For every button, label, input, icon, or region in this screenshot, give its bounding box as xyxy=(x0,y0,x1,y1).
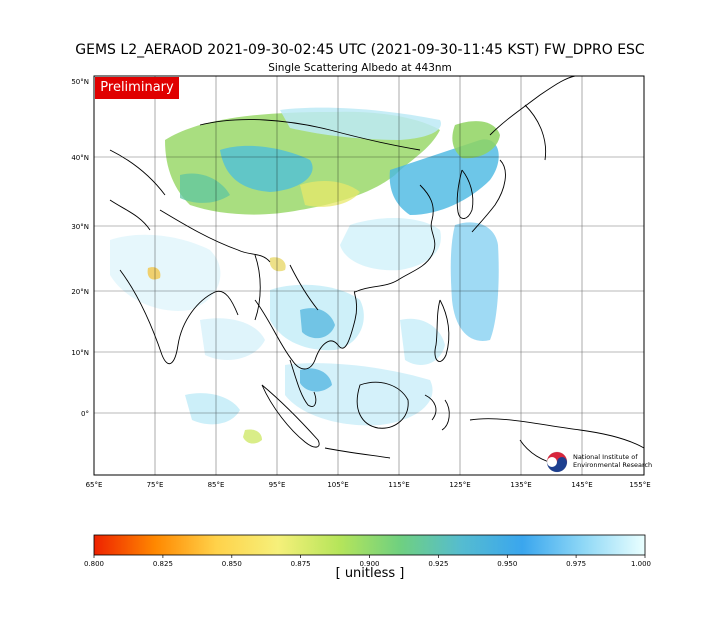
graticule xyxy=(94,76,644,475)
colorbar xyxy=(93,534,646,556)
map-frame xyxy=(93,75,645,476)
colorbar-tick-label: 0.850 xyxy=(222,560,242,568)
lat-tick-label: 20°N xyxy=(71,288,89,296)
lon-tick-label: 95°E xyxy=(269,481,286,489)
coast-china-east xyxy=(354,184,436,293)
lon-tick-label: 125°E xyxy=(449,481,470,489)
lat-axis: 50°N 40°N 30°N 20°N 10°N 0° xyxy=(71,78,89,418)
ssa-field xyxy=(110,107,500,444)
colorbar-tick-label: 0.950 xyxy=(497,560,517,568)
ssa-region-burma-yellow xyxy=(269,257,286,272)
lon-tick-label: 105°E xyxy=(327,481,348,489)
ssa-region-korea-green xyxy=(452,121,500,159)
ssa-region-pacific xyxy=(450,222,499,341)
lon-tick-label: 135°E xyxy=(510,481,531,489)
coast-indochina xyxy=(254,291,358,370)
lon-tick-label: 115°E xyxy=(388,481,409,489)
coast-borneo xyxy=(356,381,409,429)
colorbar-tick-label: 0.800 xyxy=(84,560,104,568)
lat-tick-label: 10°N xyxy=(71,349,89,357)
border-mongolia xyxy=(199,119,421,151)
ssa-region-north-cyan xyxy=(280,107,441,140)
nier-logo-text: National Institute of Environmental Rese… xyxy=(573,453,653,469)
colorbar-tick-labels: 0.800 0.825 0.850 0.875 0.900 0.925 0.95… xyxy=(84,560,651,568)
lon-tick-label: 145°E xyxy=(571,481,592,489)
ssa-region-north-blue xyxy=(220,145,313,192)
ssa-region-indochina-blue xyxy=(300,308,335,339)
lon-axis: 65°E 75°E 85°E 95°E 105°E 115°E 125°E 13… xyxy=(86,481,651,489)
ssa-region-india xyxy=(110,234,221,311)
coast-malay xyxy=(289,359,317,407)
nier-emblem-icon xyxy=(546,451,568,473)
colorbar-tick-label: 0.875 xyxy=(291,560,311,568)
ssa-region-south-yellow xyxy=(243,429,262,444)
coast-korea xyxy=(456,169,474,219)
coast-india xyxy=(119,269,239,365)
lon-tick-label: 75°E xyxy=(147,481,164,489)
lon-tick-label: 85°E xyxy=(208,481,225,489)
nier-logo-line2: Environmental Research xyxy=(573,461,653,469)
lon-tick-label: 65°E xyxy=(86,481,103,489)
ssa-region-central-china xyxy=(340,218,441,271)
preliminary-badge: Preliminary xyxy=(95,77,179,99)
colorbar-tick-label: 0.925 xyxy=(428,560,448,568)
ssa-region-philippines xyxy=(400,318,445,365)
colorbar-tick-label: 0.975 xyxy=(566,560,586,568)
coast-philippines xyxy=(434,299,450,362)
coast-sulawesi xyxy=(424,394,450,431)
ssa-region-northeast-blue xyxy=(389,139,499,215)
colorbar-tick-label: 0.825 xyxy=(153,560,173,568)
ssa-region-north-yellow xyxy=(300,180,360,207)
lat-tick-label: 30°N xyxy=(71,223,89,231)
lat-tick-label: 0° xyxy=(81,410,89,418)
map-title: GEMS L2_AERAOD 2021-09-30-02:45 UTC (202… xyxy=(75,42,645,58)
lat-tick-label: 50°N xyxy=(71,78,89,86)
colorbar-unit-label: [ unitless ] xyxy=(335,566,405,581)
colorbar-tick-label: 0.900 xyxy=(359,560,379,568)
colorbar-ticks xyxy=(93,555,646,558)
coast-russia-east xyxy=(489,76,576,136)
ssa-region-maritime-blue xyxy=(300,368,332,392)
nier-logo-line1: National Institute of xyxy=(573,453,638,461)
ssa-region-taklamakan xyxy=(180,173,230,203)
coastlines xyxy=(109,76,644,466)
coast-java xyxy=(324,447,391,459)
nier-logo: National Institute of Environmental Rese… xyxy=(545,450,652,474)
lat-tick-label: 40°N xyxy=(71,154,89,162)
border-central-asia xyxy=(109,149,166,231)
map-subtitle: Single Scattering Albedo at 443nm xyxy=(268,62,452,74)
coast-sumatra xyxy=(261,384,320,448)
colorbar-tick-label: 1.000 xyxy=(631,560,651,568)
border-himalaya xyxy=(159,209,271,263)
ssa-region-india-yellow xyxy=(147,267,161,280)
lon-tick-label: 155°E xyxy=(629,481,650,489)
ssa-region-indian-ocean xyxy=(185,393,240,425)
